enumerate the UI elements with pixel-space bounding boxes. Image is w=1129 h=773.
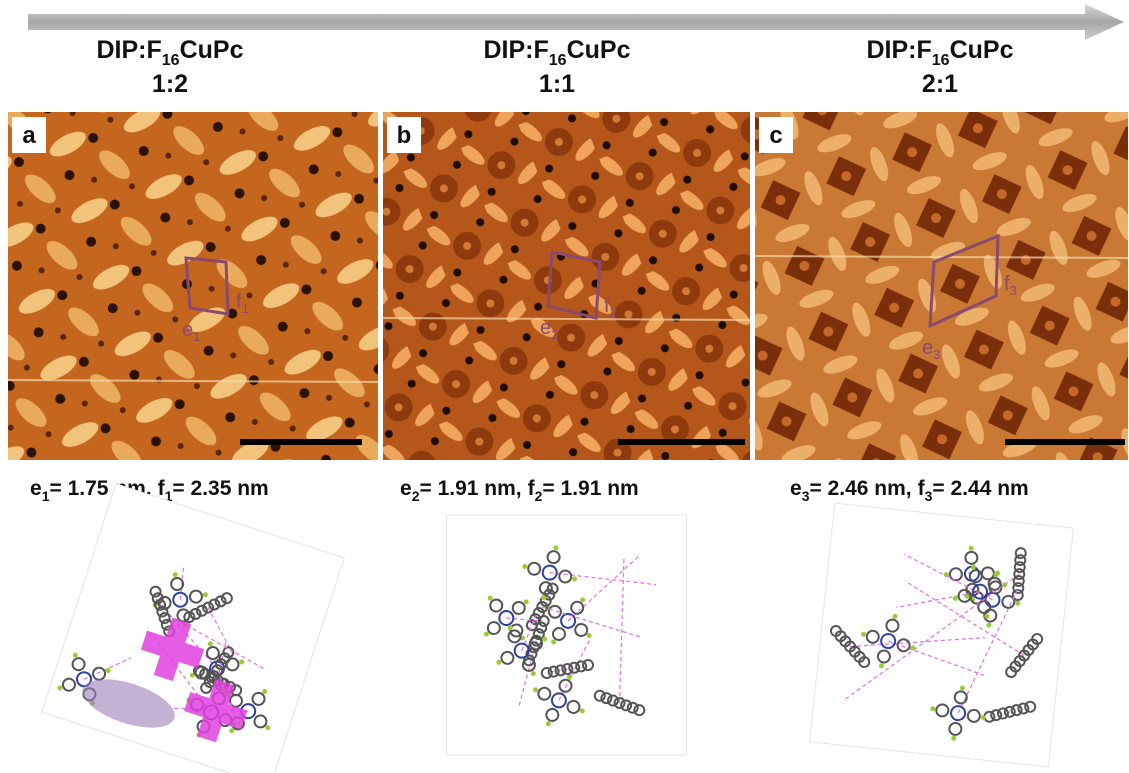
stm-image: [755, 112, 1128, 460]
ratio: 2:1: [922, 70, 958, 98]
mark-e-sym: e: [540, 317, 551, 339]
title-rest: CuPc: [567, 36, 631, 64]
mark-f-sub: 3: [1010, 283, 1017, 298]
mark-e-sym: e: [922, 337, 933, 359]
meas-f-value: = 2.35 nm: [172, 477, 268, 500]
figure: DIP:F16CuPc1:2ae1f1e1= 1.75 nm,f1= 2.35 …: [0, 0, 1129, 773]
panel-title: DIP:F16CuPc: [867, 36, 1014, 69]
meas-f-sub: 3: [925, 488, 933, 504]
molecular-model: [447, 515, 687, 755]
title-base: DIP:F: [97, 36, 162, 64]
title-subscript: 16: [549, 52, 567, 69]
molecular-model: [810, 503, 1074, 767]
title-subscript: 16: [932, 52, 950, 69]
meas-e-sub: 2: [412, 488, 420, 504]
page: DIP:F16CuPc1:2ae1f1e1= 1.75 nm,f1= 2.35 …: [0, 0, 1129, 773]
meas-f-value: = 1.91 nm: [542, 477, 638, 500]
meas-f-value: = 2.44 nm: [932, 477, 1028, 500]
progress-arrow: [28, 4, 1124, 40]
mark-f-sub: 2: [610, 305, 617, 320]
stm-image: [383, 112, 750, 460]
title-subscript: 16: [162, 52, 180, 69]
ratio: 1:2: [152, 70, 188, 98]
meas-e-value: = 1.91 nm,: [419, 477, 521, 500]
mark-f-sub: 1: [242, 301, 249, 316]
meas-e-value: = 2.46 nm,: [809, 477, 911, 500]
panel-label: b: [397, 122, 412, 149]
meas-f-sub: 2: [535, 488, 543, 504]
measurement: e2= 1.91 nm,f2= 1.91 nm: [400, 477, 639, 504]
panel-title: DIP:F16CuPc: [97, 36, 244, 69]
title-rest: CuPc: [950, 36, 1014, 64]
stm-image: [8, 112, 378, 460]
meas-e-sub: 3: [802, 488, 810, 504]
panel-title: DIP:F16CuPc: [484, 36, 631, 69]
mark-e-sym: e: [182, 319, 193, 341]
model-background: [447, 515, 687, 755]
meas-e-sub: 1: [42, 488, 50, 504]
ratio: 1:1: [539, 70, 575, 98]
mark-e-sub: 1: [193, 329, 200, 344]
title-rest: CuPc: [180, 36, 244, 64]
title-base: DIP:F: [867, 36, 932, 64]
meas-e: e: [790, 477, 802, 500]
molecular-model: [33, 481, 344, 773]
mark-e-sub: 2: [551, 327, 558, 342]
panel-label: a: [22, 122, 36, 149]
meas-e: e: [400, 477, 412, 500]
title-base: DIP:F: [484, 36, 549, 64]
measurement: e3= 2.46 nm,f3= 2.44 nm: [790, 477, 1029, 504]
panel-label: c: [769, 122, 782, 149]
meas-e: e: [30, 477, 42, 500]
mark-e-sub: 3: [933, 347, 940, 362]
